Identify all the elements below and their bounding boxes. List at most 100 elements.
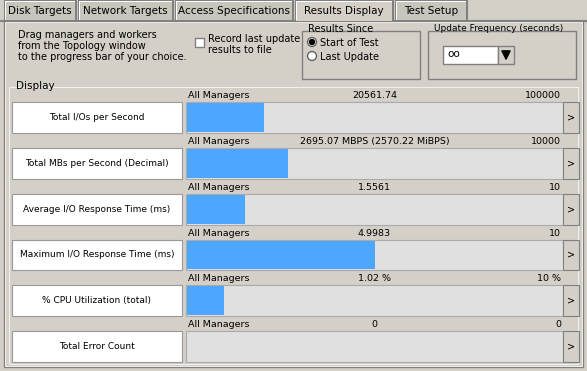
Text: results to file: results to file — [208, 45, 272, 55]
Bar — [5, 1, 75, 20]
Bar — [186, 148, 563, 179]
Bar — [296, 1, 392, 21]
Bar — [12, 331, 182, 362]
Text: Total Error Count: Total Error Count — [59, 342, 135, 351]
Bar — [296, 20, 392, 21]
Text: Update Frequency (seconds): Update Frequency (seconds) — [434, 24, 564, 33]
Text: Disk Targets: Disk Targets — [8, 6, 72, 16]
Text: Average I/O Response Time (ms): Average I/O Response Time (ms) — [23, 204, 171, 214]
Text: >: > — [567, 158, 575, 168]
Text: >: > — [567, 204, 575, 214]
Text: % CPU Utilization (total): % CPU Utilization (total) — [42, 296, 151, 305]
Text: Total I/Os per Second: Total I/Os per Second — [49, 113, 145, 122]
Text: Start of Test: Start of Test — [320, 38, 379, 48]
Bar — [396, 1, 466, 2]
Polygon shape — [502, 51, 510, 59]
Bar — [498, 46, 514, 64]
Text: 1.5561: 1.5561 — [358, 183, 391, 192]
Bar — [176, 1, 292, 20]
Bar — [176, 1, 292, 2]
Bar — [563, 102, 579, 133]
Text: Test Setup: Test Setup — [404, 6, 458, 16]
Bar — [563, 240, 579, 270]
Bar — [563, 148, 579, 179]
Bar — [12, 194, 182, 224]
Bar — [12, 148, 182, 179]
Text: Total MBs per Second (Decimal): Total MBs per Second (Decimal) — [25, 159, 169, 168]
Bar — [295, 0, 393, 21]
Text: >: > — [567, 296, 575, 306]
Text: from the Topology window: from the Topology window — [18, 41, 146, 51]
Text: 1.02 %: 1.02 % — [358, 274, 391, 283]
Bar — [428, 31, 576, 79]
Bar — [4, 0, 76, 20]
Bar — [443, 46, 498, 64]
Bar — [186, 240, 563, 270]
Text: Record last update: Record last update — [208, 34, 300, 44]
Bar — [187, 240, 375, 269]
Bar — [187, 286, 224, 315]
Bar — [5, 1, 6, 20]
Bar — [296, 1, 297, 20]
Bar — [175, 0, 293, 20]
Text: 10: 10 — [549, 183, 561, 192]
Text: 10 %: 10 % — [537, 274, 561, 283]
Bar — [186, 102, 563, 133]
Text: >: > — [567, 342, 575, 352]
Text: 4.9983: 4.9983 — [358, 229, 391, 237]
Circle shape — [308, 52, 316, 60]
Bar — [79, 1, 172, 20]
Bar — [0, 0, 587, 20]
Bar — [187, 195, 245, 223]
Bar — [0, 20, 587, 21]
Bar — [12, 240, 182, 270]
Bar — [186, 194, 563, 224]
Bar — [187, 149, 288, 178]
Text: All Managers: All Managers — [188, 137, 249, 146]
Text: >: > — [567, 112, 575, 122]
Bar — [9, 87, 578, 364]
Text: Drag managers and workers: Drag managers and workers — [18, 30, 157, 40]
Text: All Managers: All Managers — [188, 91, 249, 100]
Text: Results Display: Results Display — [304, 6, 384, 16]
Bar — [12, 102, 182, 133]
Bar — [5, 1, 75, 2]
Bar — [195, 38, 204, 47]
Bar — [79, 1, 80, 20]
Bar — [12, 285, 182, 316]
Bar — [78, 0, 173, 20]
Text: Maximum I/O Response Time (ms): Maximum I/O Response Time (ms) — [20, 250, 174, 259]
Bar — [396, 1, 466, 20]
Text: 0: 0 — [372, 320, 377, 329]
Text: to the progress bar of your choice.: to the progress bar of your choice. — [18, 52, 187, 62]
Text: All Managers: All Managers — [188, 274, 249, 283]
Text: Network Targets: Network Targets — [83, 6, 168, 16]
Bar — [8, 86, 579, 365]
Bar — [563, 331, 579, 362]
Text: All Managers: All Managers — [188, 183, 249, 192]
Text: Last Update: Last Update — [320, 52, 379, 62]
Text: Access Specifications: Access Specifications — [178, 6, 290, 16]
Bar — [302, 31, 420, 79]
Bar — [187, 103, 264, 132]
Bar — [186, 285, 563, 316]
Text: 100000: 100000 — [525, 91, 561, 100]
Bar — [186, 331, 563, 362]
Bar — [563, 194, 579, 224]
Text: Results Since: Results Since — [308, 24, 373, 34]
Bar — [396, 1, 397, 20]
Text: All Managers: All Managers — [188, 320, 249, 329]
Text: 0: 0 — [555, 320, 561, 329]
Text: oo: oo — [447, 49, 460, 59]
Circle shape — [308, 37, 316, 46]
Text: 10000: 10000 — [531, 137, 561, 146]
Bar — [296, 1, 392, 2]
Text: >: > — [567, 250, 575, 260]
Circle shape — [309, 39, 315, 45]
Text: 2695.07 MBPS (2570.22 MiBPS): 2695.07 MBPS (2570.22 MiBPS) — [300, 137, 449, 146]
Bar — [395, 0, 467, 20]
Bar — [79, 1, 172, 2]
Bar — [176, 1, 177, 20]
Text: Display: Display — [16, 81, 55, 91]
Text: 20561.74: 20561.74 — [352, 91, 397, 100]
